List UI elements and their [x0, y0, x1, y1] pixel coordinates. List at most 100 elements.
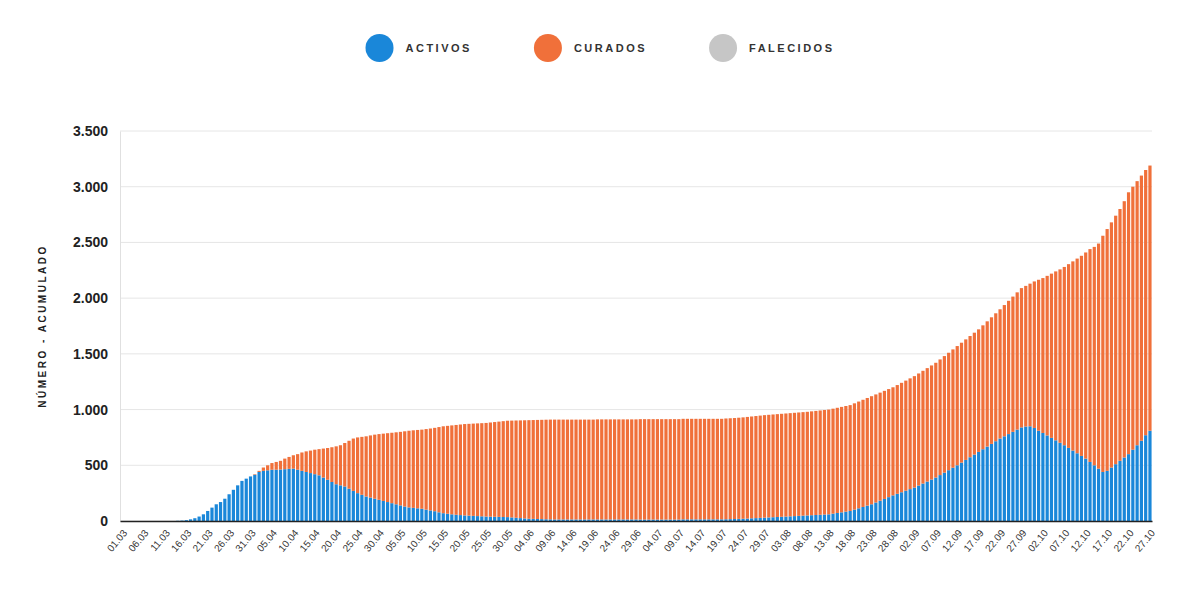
bar	[570, 419, 573, 420]
bar	[373, 435, 376, 499]
bar	[536, 420, 539, 519]
bar	[913, 376, 916, 377]
bar	[527, 519, 530, 521]
bar	[1011, 297, 1014, 432]
bar	[1063, 266, 1066, 267]
x-tick-label: 15.04	[297, 527, 322, 554]
bar	[382, 434, 385, 501]
bar	[926, 368, 929, 481]
bar	[193, 518, 196, 519]
bar	[960, 342, 963, 343]
bar-series	[253, 166, 1151, 520]
bar	[455, 425, 458, 515]
x-tick: 22.10	[1111, 521, 1136, 554]
bar	[322, 449, 325, 478]
bar	[198, 517, 201, 521]
bar	[523, 420, 526, 518]
bar	[562, 419, 565, 420]
bar	[814, 515, 817, 521]
bar	[634, 419, 637, 420]
x-tick-label: 23.08	[854, 527, 879, 554]
bar	[343, 486, 346, 521]
bar	[369, 435, 372, 436]
bar	[776, 414, 779, 517]
bar	[407, 431, 410, 508]
bar	[690, 519, 693, 521]
x-tick-label: 13.08	[811, 527, 836, 554]
bar	[232, 489, 235, 490]
bar	[1114, 215, 1117, 216]
bar	[420, 509, 423, 521]
bar	[343, 443, 346, 444]
bar	[326, 448, 329, 480]
bar	[1136, 445, 1139, 521]
bar	[502, 421, 505, 517]
x-tick-label: 07.09	[919, 527, 944, 554]
bar	[866, 398, 869, 506]
bar	[857, 402, 860, 509]
bar	[1101, 236, 1104, 472]
bar	[1003, 436, 1006, 521]
bar	[604, 419, 607, 519]
bar	[1144, 170, 1147, 435]
x-tick: 12.10	[1068, 521, 1093, 554]
bar	[579, 420, 582, 520]
bar	[986, 447, 989, 521]
bar	[990, 317, 993, 318]
bar	[305, 451, 308, 472]
y-tick: 3.500	[73, 123, 120, 139]
y-tick-label: 2.500	[73, 234, 108, 250]
bar	[827, 514, 830, 521]
bar	[896, 494, 899, 521]
bar	[626, 419, 629, 519]
bar	[1041, 433, 1044, 521]
bar	[1054, 271, 1057, 272]
bar	[210, 508, 213, 521]
bar	[737, 417, 740, 418]
x-tick: 02.09	[897, 521, 922, 554]
bar	[484, 422, 487, 423]
y-tick-label: 3.500	[73, 123, 108, 139]
bar	[416, 430, 419, 508]
bar	[806, 412, 809, 516]
bar	[1024, 285, 1027, 286]
bar	[639, 419, 642, 519]
bar	[493, 517, 496, 521]
bar	[412, 508, 415, 521]
bar	[532, 519, 535, 521]
x-tick: 20.05	[447, 521, 472, 554]
x-tick-label: 10.04	[276, 527, 301, 554]
bar	[407, 430, 410, 431]
bar	[532, 420, 535, 519]
bar	[780, 414, 783, 517]
bar	[215, 504, 218, 521]
bar	[544, 419, 547, 420]
x-tick-label: 04.07	[640, 527, 665, 554]
bar	[771, 414, 774, 517]
bar	[467, 423, 470, 424]
bar	[446, 426, 449, 514]
bar	[951, 468, 954, 521]
bar	[613, 419, 616, 420]
bar	[210, 507, 213, 508]
bar	[429, 429, 432, 511]
x-tick: 07.10	[1047, 521, 1072, 554]
bar	[823, 515, 826, 521]
bar	[981, 325, 984, 449]
x-tick: 22.09	[983, 521, 1008, 554]
bar	[870, 504, 873, 521]
bar	[806, 411, 809, 412]
bar	[750, 416, 753, 518]
bar	[300, 452, 303, 453]
bar	[463, 424, 466, 515]
bar	[741, 519, 744, 521]
bar	[202, 514, 205, 515]
bar	[1144, 435, 1147, 521]
x-tick: 07.09	[919, 521, 944, 554]
bar	[720, 519, 723, 521]
bar	[476, 423, 479, 516]
bar	[399, 505, 402, 521]
bar	[557, 420, 560, 520]
bar	[1088, 462, 1091, 521]
bar	[887, 389, 890, 497]
